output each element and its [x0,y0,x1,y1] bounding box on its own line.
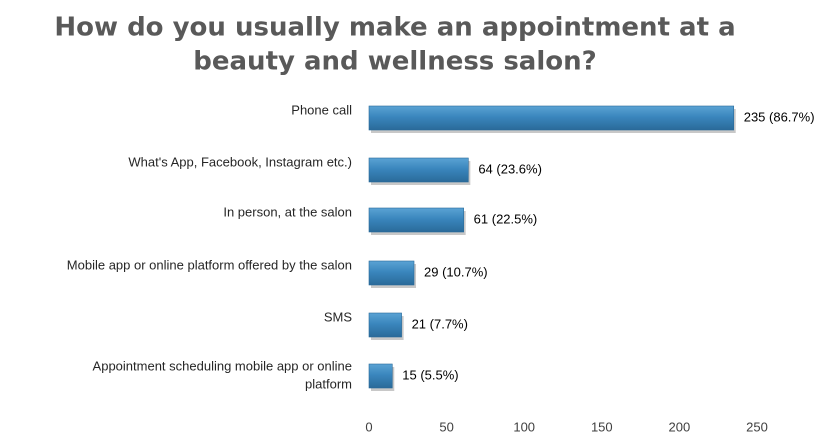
x-tick-label-250: 250 [746,419,768,434]
data-labels: 235 (86.7%) 64 (23.6%) 61 (22.5%) 29 (10.7%… [402,109,814,382]
x-tick-label-150: 150 [591,419,613,434]
data-label-3: 61 (22.5%) [474,211,538,226]
x-tick-label-200: 200 [669,419,691,434]
bar-6 [368,363,395,391]
bar-3 [368,207,466,235]
bar-4 [368,260,417,288]
data-label-1: 235 (86.7%) [744,109,815,124]
data-label-4: 29 (10.7%) [424,264,488,279]
x-tick-label-0: 0 [365,419,372,434]
bar-5 [368,312,404,340]
bar-rect-4 [368,260,415,286]
category-label-6-line-1: Appointment scheduling mobile app or onl… [93,358,352,373]
bar-2 [368,157,471,185]
category-label-2: What's App, Facebook, Instagram etc.) [128,154,352,169]
chart-title-line-1: How do you usually make an appointment a… [54,13,735,43]
category-labels: Phone call What's App, Facebook, Instagra… [67,102,353,391]
category-label-5: SMS [324,309,353,324]
data-label-5: 21 (7.7%) [412,316,468,331]
bar-rect-3 [368,207,464,233]
data-label-2: 64 (23.6%) [478,161,542,176]
bar-rect-1 [368,105,735,131]
x-tick-label-50: 50 [439,419,453,434]
category-label-6-line-2: platform [305,376,352,391]
data-label-6: 15 (5.5%) [402,367,458,382]
chart-title: How do you usually make an appointment a… [54,13,735,77]
bar-rect-5 [368,312,402,338]
bar-rect-6 [368,363,393,389]
bar-1 [368,105,736,133]
bar-rect-2 [368,157,469,183]
bars [368,105,736,391]
chart-title-line-2: beauty and wellness salon? [193,47,596,77]
category-label-1: Phone call [291,102,352,117]
x-tick-label-100: 100 [513,419,535,434]
x-axis-ticks: 0 50 100 150 200 250 [365,419,767,434]
category-label-3: In person, at the salon [223,204,352,219]
category-label-4: Mobile app or online platform offered by… [67,257,352,272]
